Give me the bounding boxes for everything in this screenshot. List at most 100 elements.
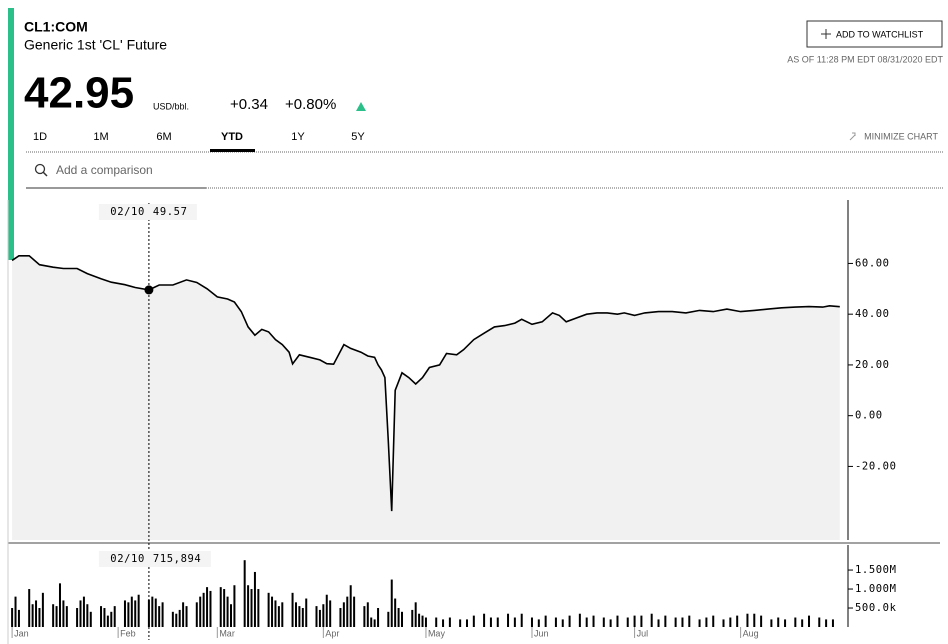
volume-bar — [301, 608, 304, 627]
y-tick-label: -20.00 — [855, 460, 897, 472]
volume-bar — [421, 615, 424, 627]
volume-bar — [199, 596, 202, 627]
x-tick-label: Apr — [325, 628, 339, 638]
volume-bar — [688, 615, 691, 627]
volume-bar — [86, 604, 89, 627]
volume-bar — [281, 602, 284, 627]
volume-bar — [226, 596, 229, 627]
volume-bar — [11, 608, 14, 627]
volume-bar — [291, 592, 294, 627]
tooltip-box — [98, 204, 197, 220]
volume-bar — [65, 606, 68, 627]
symbol: CL1:COM — [24, 19, 88, 35]
volume-bar — [79, 600, 82, 627]
volume-bar — [414, 602, 417, 627]
volume-bar — [294, 602, 297, 627]
volume-bar — [387, 611, 390, 627]
volume-bar — [185, 606, 188, 627]
volume-bar — [784, 619, 787, 627]
tab[interactable]: 1Y — [291, 131, 305, 143]
volume-bar — [424, 617, 427, 627]
volume-bar — [82, 596, 85, 627]
volume-bar — [674, 617, 677, 627]
volume-bar — [52, 604, 55, 627]
y-tick-label: 1.500M — [855, 564, 897, 576]
y-tick-label: 1.000M — [855, 583, 897, 595]
volume-bar — [223, 589, 226, 627]
volume-bar — [325, 594, 328, 627]
volume-bar — [705, 617, 708, 627]
volume-bar — [370, 617, 373, 627]
comparison-input[interactable]: Add a comparison — [56, 163, 153, 177]
volume-bar — [233, 585, 236, 627]
volume-bar — [130, 596, 133, 627]
tab[interactable]: YTD — [221, 131, 243, 143]
timestamp: AS OF 11:28 PM EDT 08/31/2020 EDT — [787, 54, 943, 64]
volume-bar — [363, 606, 366, 627]
volume-bar — [206, 587, 209, 627]
volume-bar — [736, 615, 739, 627]
price: 42.95 — [24, 69, 134, 118]
volume-bar — [537, 619, 540, 627]
volume-bar — [831, 619, 834, 627]
volume-bar — [794, 617, 797, 627]
volume-bar — [274, 600, 277, 627]
y-tick-label: 0.00 — [855, 410, 883, 422]
volume-bar — [257, 589, 260, 627]
volume-bar — [62, 600, 65, 627]
volume-bar — [151, 596, 154, 627]
tab[interactable]: 1M — [93, 131, 108, 143]
volume-bar — [585, 617, 588, 627]
volume-bar — [681, 617, 684, 627]
volume-bar — [459, 619, 462, 627]
volume-bar — [496, 617, 499, 627]
minimize-icon — [849, 132, 856, 141]
volume-bar — [171, 611, 174, 627]
volume-bar — [373, 619, 376, 627]
tab[interactable]: 5Y — [351, 131, 365, 143]
volume-bar — [626, 617, 629, 627]
volume-bar — [729, 617, 732, 627]
volume-bar — [657, 619, 660, 627]
accent-bar — [8, 8, 14, 260]
x-tick-label: Jan — [14, 628, 29, 638]
volume-bar — [253, 571, 256, 627]
volume-bar — [195, 602, 198, 627]
tab[interactable]: 1D — [33, 131, 47, 143]
tab[interactable]: 6M — [156, 131, 171, 143]
volume-bar — [134, 600, 137, 627]
volume-bar — [530, 617, 533, 627]
volume-bar — [411, 609, 414, 627]
volume-bar — [103, 608, 106, 627]
volume-bar — [158, 606, 161, 627]
volume-bar — [127, 602, 130, 627]
watchlist-button[interactable]: ADD TO WATCHLIST — [806, 20, 943, 48]
tooltip-value: 715,894 — [153, 553, 201, 565]
minimize-chart[interactable]: MINIMIZE CHART — [864, 131, 938, 141]
volume-bar — [448, 617, 451, 627]
volume-bar — [640, 615, 643, 627]
volume-bar — [650, 613, 653, 627]
active-tab-underline — [210, 149, 255, 152]
volume-bar — [17, 609, 20, 627]
volume-bar — [418, 613, 421, 627]
up-arrow — [356, 102, 366, 111]
volume-bar — [578, 613, 581, 627]
volume-bar — [41, 592, 44, 627]
volume-bar — [31, 604, 34, 627]
volume-bar — [401, 611, 404, 627]
volume-bar — [770, 619, 773, 627]
tooltip-date: 02/10 — [110, 206, 145, 218]
search-icon — [34, 163, 46, 175]
volume-bar — [178, 609, 181, 627]
tooltip-point — [144, 285, 154, 295]
volume-bar — [346, 596, 349, 627]
volume-bar — [377, 608, 380, 627]
unit: USD/bbl. — [153, 101, 189, 111]
volume-bar — [100, 606, 103, 627]
button-label[interactable]: ADD TO WATCHLIST — [836, 29, 924, 39]
volume-bar — [267, 592, 270, 627]
volume-bar — [55, 606, 58, 627]
volume-bar — [182, 602, 185, 627]
